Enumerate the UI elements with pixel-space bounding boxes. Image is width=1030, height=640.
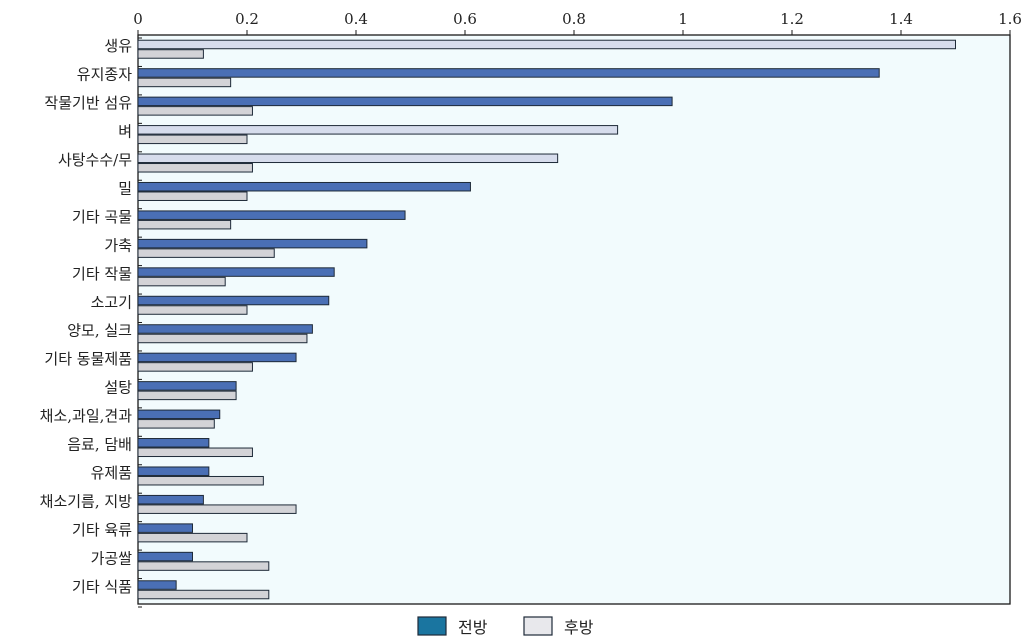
category-label: 밀 bbox=[118, 179, 132, 197]
x-tick-label: 0 bbox=[133, 10, 143, 28]
bar-back bbox=[137, 276, 226, 287]
bar-front bbox=[137, 238, 368, 249]
bar-front bbox=[137, 39, 956, 50]
bar-back bbox=[137, 504, 297, 514]
bar-back bbox=[137, 532, 248, 543]
bar-front bbox=[137, 96, 673, 107]
legend-swatch-front bbox=[417, 616, 447, 636]
bar-back bbox=[137, 134, 248, 145]
legend-swatch-back bbox=[523, 616, 553, 636]
bar-back bbox=[137, 49, 204, 59]
x-tick-label: 0.6 bbox=[453, 10, 477, 28]
bar-back bbox=[137, 362, 253, 372]
category-label: 기타 작물 bbox=[72, 265, 132, 283]
bar-back bbox=[137, 191, 248, 201]
bar-front bbox=[137, 523, 193, 533]
plot-area bbox=[137, 34, 1011, 605]
category-label: 생유 bbox=[104, 37, 132, 55]
x-tick-label: 0.8 bbox=[562, 10, 586, 28]
x-tick-label: 0.2 bbox=[235, 10, 259, 28]
category-label: 설탕 bbox=[104, 379, 132, 397]
x-tick-label: 1.4 bbox=[889, 10, 913, 28]
bar-front bbox=[137, 466, 210, 476]
bar-front bbox=[137, 381, 237, 391]
category-label: 유지종자 bbox=[77, 66, 132, 84]
bar-back bbox=[137, 333, 308, 344]
category-label: 채소,과일,견과 bbox=[40, 407, 133, 425]
category-label: 채소기름, 지방 bbox=[40, 492, 133, 510]
category-label: 소고기 bbox=[91, 293, 132, 311]
category-label: 기타 동물제품 bbox=[44, 350, 132, 368]
bar-front bbox=[137, 409, 221, 420]
bar-back bbox=[137, 248, 275, 258]
bar-back bbox=[137, 447, 253, 458]
bar-back bbox=[137, 219, 232, 230]
bar-back bbox=[137, 305, 248, 315]
bar-front bbox=[137, 438, 210, 448]
bar-back bbox=[137, 419, 215, 429]
bar-back bbox=[137, 390, 237, 401]
bar-front bbox=[137, 68, 880, 78]
bar-back bbox=[137, 589, 270, 600]
bar-front bbox=[137, 494, 204, 505]
x-tick-label: 1.6 bbox=[998, 10, 1022, 28]
bar-front bbox=[137, 267, 335, 277]
category-label: 기타 식품 bbox=[72, 578, 132, 596]
bar-front bbox=[137, 580, 177, 590]
category-label: 가축 bbox=[104, 236, 132, 254]
category-label: 기타 육류 bbox=[72, 521, 132, 539]
bar-back bbox=[137, 77, 232, 88]
x-tick-label: 1 bbox=[678, 10, 688, 28]
x-tick-label: 1.2 bbox=[780, 10, 804, 28]
bar-front bbox=[137, 352, 297, 363]
category-label: 사탕수수/무 bbox=[58, 151, 132, 169]
bar-back bbox=[137, 106, 253, 116]
x-tick-label: 0.4 bbox=[344, 10, 368, 28]
category-label: 기타 곡물 bbox=[72, 208, 132, 226]
bar-front bbox=[137, 181, 471, 192]
legend: 전방 후방 bbox=[417, 616, 594, 637]
bar-back bbox=[137, 561, 270, 571]
bar-front bbox=[137, 125, 619, 135]
category-label: 벼 bbox=[118, 123, 132, 141]
category-label: 유제품 bbox=[91, 464, 132, 482]
legend-label-back: 후방 bbox=[564, 618, 594, 637]
bar-front bbox=[137, 551, 193, 562]
bar-back bbox=[137, 475, 264, 486]
bar-front bbox=[137, 324, 313, 334]
bar-front bbox=[137, 295, 330, 306]
category-label: 가공쌀 bbox=[91, 549, 133, 567]
bar-back bbox=[137, 163, 253, 173]
legend-label-front: 전방 bbox=[458, 618, 488, 637]
category-label: 작물기반 섬유 bbox=[44, 94, 132, 112]
bar-front bbox=[137, 210, 406, 220]
category-label: 음료, 담배 bbox=[67, 436, 132, 454]
category-label: 양모, 실크 bbox=[67, 322, 132, 340]
bar-front bbox=[137, 153, 559, 164]
